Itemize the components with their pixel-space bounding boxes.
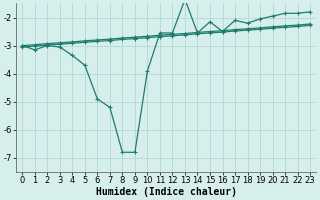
X-axis label: Humidex (Indice chaleur): Humidex (Indice chaleur) xyxy=(96,186,237,197)
